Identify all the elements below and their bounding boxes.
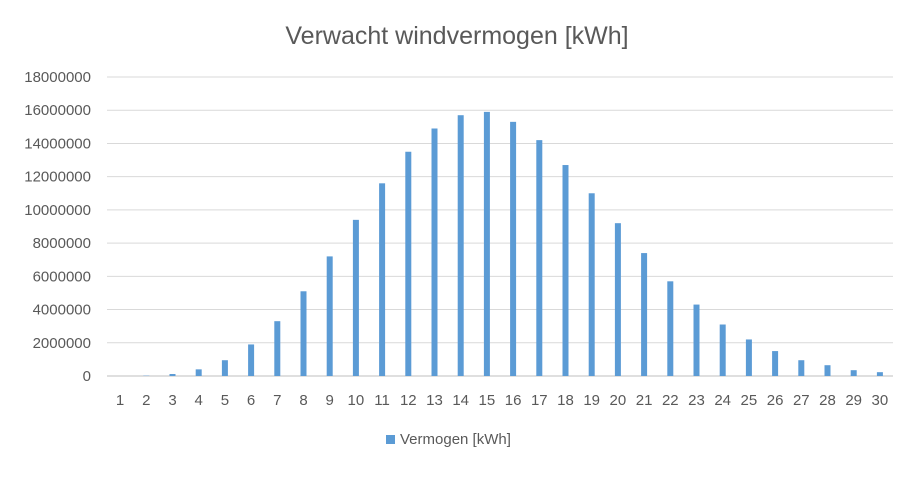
bar [694, 305, 700, 376]
x-tick-label: 18 [557, 392, 574, 409]
y-tick-label: 14000000 [24, 135, 91, 152]
bar [772, 351, 778, 376]
bar [274, 321, 280, 376]
x-tick-label: 8 [299, 392, 307, 409]
y-tick-label: 0 [83, 368, 91, 385]
x-tick-label: 4 [195, 392, 203, 409]
x-tick-label: 3 [168, 392, 176, 409]
x-tick-label: 28 [819, 392, 836, 409]
x-tick-label: 2 [142, 392, 150, 409]
y-tick-label: 8000000 [33, 235, 91, 252]
bar [641, 253, 647, 376]
x-tick-label: 16 [505, 392, 522, 409]
bar [353, 220, 359, 376]
y-tick-label: 4000000 [33, 302, 91, 319]
x-tick-label: 12 [400, 392, 417, 409]
gridlines [107, 77, 893, 376]
x-tick-label: 11 [374, 392, 390, 409]
bar [405, 152, 411, 376]
x-tick-label: 17 [531, 392, 548, 409]
bar [536, 140, 542, 376]
x-tick-label: 29 [845, 392, 862, 409]
bar [510, 122, 516, 376]
x-tick-label: 6 [247, 392, 255, 409]
bar [667, 281, 673, 376]
x-tick-label: 10 [348, 392, 365, 409]
x-tick-label: 15 [479, 392, 496, 409]
x-tick-label: 20 [610, 392, 627, 409]
legend-label: Vermogen [kWh] [400, 431, 511, 448]
legend-swatch [386, 435, 395, 444]
x-tick-label: 21 [636, 392, 653, 409]
x-tick-label: 23 [688, 392, 705, 409]
y-tick-label: 2000000 [33, 335, 91, 352]
bar [746, 339, 752, 376]
legend: Vermogen [kWh] [386, 431, 511, 448]
bar [301, 291, 307, 376]
x-tick-label: 22 [662, 392, 679, 409]
x-tick-label: 25 [741, 392, 758, 409]
bar [248, 344, 254, 376]
x-tick-label: 30 [872, 392, 889, 409]
bar [222, 360, 228, 376]
y-tick-label: 16000000 [24, 102, 91, 119]
bar [196, 369, 202, 376]
bar [563, 165, 569, 376]
x-tick-label: 13 [426, 392, 443, 409]
y-tick-label: 6000000 [33, 268, 91, 285]
x-tick-label: 26 [767, 392, 784, 409]
y-tick-label: 10000000 [24, 202, 91, 219]
bar [458, 115, 464, 376]
x-tick-label: 24 [714, 392, 731, 409]
x-tick-label: 9 [326, 392, 334, 409]
y-axis-tick-labels: 0 2000000 4000000 6000000 8000000 10000000 120… [24, 69, 91, 385]
bar [798, 360, 804, 376]
bar [720, 325, 726, 376]
y-tick-label: 12000000 [24, 169, 91, 186]
bar [851, 370, 857, 376]
x-tick-label: 19 [583, 392, 600, 409]
bar [589, 193, 595, 376]
bar [379, 183, 385, 376]
bar [615, 223, 621, 376]
x-tick-label: 14 [452, 392, 469, 409]
bar [327, 256, 333, 376]
x-tick-label: 27 [793, 392, 810, 409]
bar [877, 372, 883, 376]
bar [432, 128, 438, 376]
y-tick-label: 18000000 [24, 69, 91, 86]
bar [825, 365, 831, 376]
bar-series [143, 112, 883, 376]
x-tick-label: 7 [273, 392, 281, 409]
x-tick-label: 1 [116, 392, 124, 409]
bar [484, 112, 490, 376]
chart-title: Verwacht windvermogen [kWh] [285, 22, 628, 50]
bar [170, 374, 176, 376]
x-tick-label: 5 [221, 392, 229, 409]
